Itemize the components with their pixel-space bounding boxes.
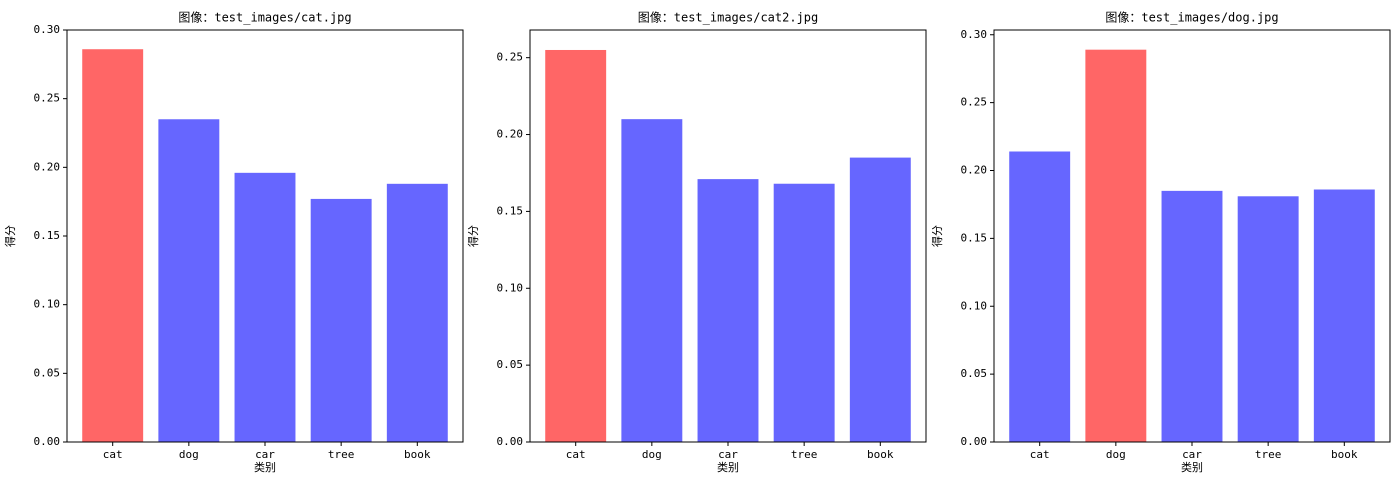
x-tick-label: cat (566, 448, 586, 461)
y-tick-label: 0.20 (497, 128, 524, 141)
y-tick-label: 0.10 (497, 281, 524, 294)
y-tick-label: 0.05 (961, 367, 988, 380)
y-tick-label: 0.00 (34, 435, 61, 448)
y-axis-label: 得分 (467, 225, 480, 247)
x-tick-label: dog (642, 448, 662, 461)
axes-frame (66, 29, 464, 443)
y-tick-label: 0.30 (34, 23, 61, 36)
y-tick-label: 0.25 (34, 92, 61, 105)
y-tick-label: 0.20 (34, 160, 61, 173)
bar (1085, 49, 1147, 443)
y-tick-label: 0.10 (34, 298, 61, 311)
bar (1237, 196, 1299, 442)
x-axis-label: 类别 (717, 460, 739, 474)
y-tick-label: 0.15 (34, 229, 61, 242)
bar (697, 179, 759, 443)
x-tick-label: cat (103, 448, 123, 461)
bar (1313, 189, 1375, 442)
x-tick-label: car (255, 448, 275, 461)
bar (621, 119, 683, 442)
x-axis-label: 类别 (1181, 460, 1203, 474)
x-tick-label: cat (1030, 448, 1050, 461)
y-tick-label: 0.25 (961, 96, 988, 109)
y-tick-label: 0.10 (961, 299, 988, 312)
x-tick-label: book (867, 448, 894, 461)
chart-title: 图像：test_images/dog.jpg (1105, 11, 1278, 25)
axes-frame (993, 29, 1391, 443)
y-tick-label: 0.15 (497, 204, 524, 217)
chart-title: 图像：test_images/cat2.jpg (638, 11, 819, 25)
y-tick-label: 0.05 (497, 358, 524, 371)
x-tick-label: book (1331, 448, 1358, 461)
bar (1161, 190, 1223, 442)
bar (158, 119, 220, 443)
x-tick-label: car (1182, 448, 1202, 461)
y-tick-label: 0.05 (34, 366, 61, 379)
x-tick-label: tree (328, 448, 355, 461)
x-tick-label: book (404, 448, 431, 461)
x-tick-label: dog (1106, 448, 1126, 461)
y-tick-label: 0.00 (961, 435, 988, 448)
bar (849, 157, 911, 442)
y-tick-label: 0.15 (961, 231, 988, 244)
bar (234, 172, 296, 442)
y-tick-label: 0.30 (961, 28, 988, 41)
bar (545, 49, 607, 442)
bar (386, 183, 448, 442)
bar (310, 198, 372, 442)
chart-title: 图像：test_images/cat.jpg (178, 11, 351, 25)
y-axis-label: 得分 (931, 225, 944, 247)
x-tick-label: dog (179, 448, 199, 461)
y-axis-label: 得分 (4, 225, 17, 247)
x-axis-label: 类别 (254, 460, 276, 474)
axes-frame (529, 29, 927, 443)
y-tick-label: 0.00 (497, 435, 524, 448)
y-tick-label: 0.20 (961, 164, 988, 177)
bar (1009, 151, 1071, 442)
x-tick-label: car (718, 448, 738, 461)
bar (773, 183, 835, 443)
x-tick-label: tree (1255, 448, 1282, 461)
bar (82, 49, 144, 443)
y-tick-label: 0.25 (497, 51, 524, 64)
x-tick-label: tree (791, 448, 818, 461)
